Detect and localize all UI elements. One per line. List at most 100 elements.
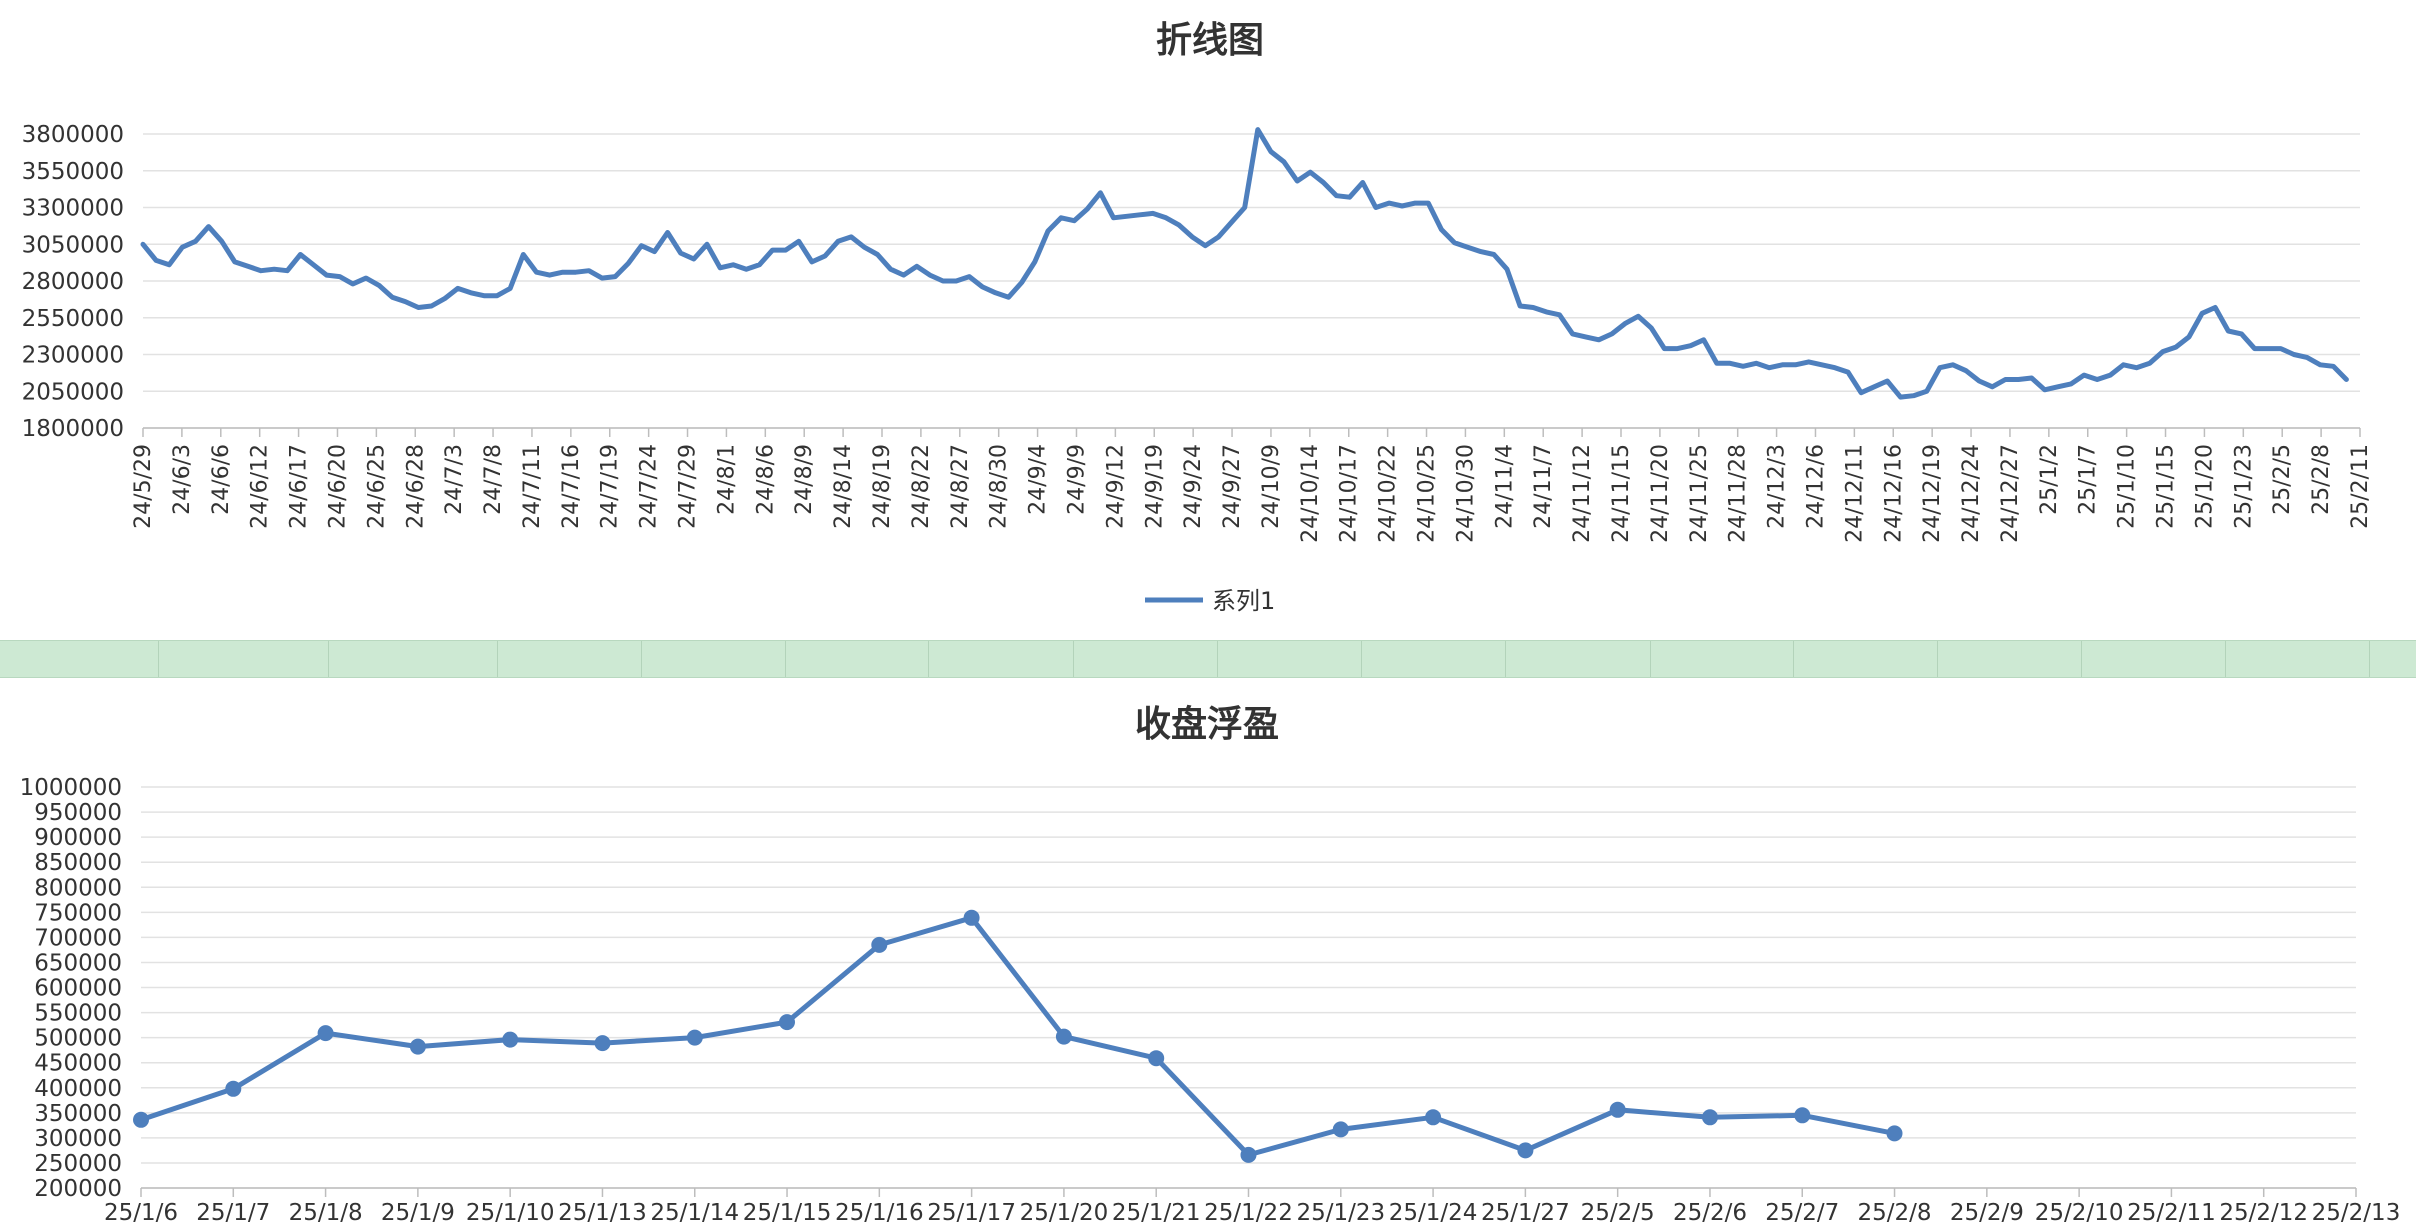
x-tick-label: 24/12/27 xyxy=(1998,444,2023,543)
x-tick-label: 24/9/9 xyxy=(1064,444,1089,515)
y-tick-label: 2550000 xyxy=(22,306,124,332)
y-tick-label: 750000 xyxy=(34,900,122,926)
y-tick-label: 500000 xyxy=(34,1026,122,1052)
y-tick-label: 600000 xyxy=(34,976,122,1002)
data-point-marker xyxy=(1148,1050,1165,1067)
x-tick-label: 24/9/19 xyxy=(1142,444,1167,529)
x-tick-label: 25/1/15 xyxy=(743,1200,832,1226)
x-tick-label: 24/10/22 xyxy=(1376,444,1401,543)
strip-cell-border xyxy=(785,641,786,677)
x-tick-label: 24/11/12 xyxy=(1570,444,1595,543)
x-tick-label: 25/2/13 xyxy=(2312,1200,2401,1226)
y-tick-label: 2050000 xyxy=(22,379,124,405)
x-tick-label: 24/8/6 xyxy=(753,444,778,515)
x-tick-label: 25/1/27 xyxy=(1481,1200,1570,1226)
strip-cell-border xyxy=(1217,641,1218,677)
x-tick-label: 25/2/11 xyxy=(2127,1200,2216,1226)
strip-cell-border xyxy=(2225,641,2226,677)
data-point-marker xyxy=(409,1038,426,1055)
x-tick-label: 24/8/22 xyxy=(909,444,934,529)
x-tick-label: 24/5/29 xyxy=(131,444,156,529)
x-tick-label: 24/11/20 xyxy=(1648,444,1673,543)
data-point-marker xyxy=(1332,1121,1349,1138)
line-chart-bottom: 收盘浮盈 100000095000090000085000080000075000… xyxy=(20,703,2401,1226)
x-tick-label: 25/1/22 xyxy=(1204,1200,1293,1226)
x-tick-label: 25/2/6 xyxy=(1673,1200,1747,1226)
x-tick-label: 25/2/5 xyxy=(2270,444,2295,515)
data-point-marker xyxy=(1517,1142,1534,1159)
data-point-marker xyxy=(686,1029,703,1046)
data-point-marker xyxy=(1794,1107,1811,1124)
x-tick-label: 24/8/27 xyxy=(948,444,973,529)
x-tick-label: 25/1/17 xyxy=(927,1200,1016,1226)
strip-cell-border xyxy=(497,641,498,677)
x-tick-label: 24/8/19 xyxy=(870,444,895,529)
x-tick-label: 24/9/24 xyxy=(1181,444,1206,529)
x-tick-label: 24/7/19 xyxy=(598,444,623,529)
x-tick-label: 24/6/28 xyxy=(403,444,428,529)
x-tick-label: 25/1/23 xyxy=(2231,444,2256,529)
chart-title: 收盘浮盈 xyxy=(1135,703,1279,745)
y-tick-label: 300000 xyxy=(34,1126,122,1152)
x-tick-label: 25/1/14 xyxy=(650,1200,739,1226)
x-tick-label: 25/1/20 xyxy=(2192,444,2217,529)
data-point-marker xyxy=(133,1111,149,1128)
x-tick-label: 24/10/25 xyxy=(1415,444,1440,543)
strip-cell-border xyxy=(328,641,329,677)
data-point-marker xyxy=(1609,1101,1626,1118)
y-tick-label: 550000 xyxy=(34,1001,122,1027)
x-tick-label: 25/1/21 xyxy=(1112,1200,1201,1226)
data-point-marker xyxy=(594,1035,611,1052)
strip-cell-border xyxy=(1937,641,1938,677)
x-tick-label: 25/2/8 xyxy=(2309,444,2334,515)
y-tick-label: 1000000 xyxy=(20,775,122,801)
strip-cell-border xyxy=(2081,641,2082,677)
data-point-marker xyxy=(502,1031,519,1048)
strip-cell-border xyxy=(158,641,159,677)
data-point-marker xyxy=(871,936,888,953)
data-point-marker xyxy=(1425,1109,1442,1126)
x-tick-label: 24/11/4 xyxy=(1492,444,1517,529)
x-tick-label: 25/1/2 xyxy=(2037,444,2062,515)
strip-cell-border xyxy=(1073,641,1074,677)
series-line xyxy=(140,915,1895,1158)
x-tick-label: 25/2/8 xyxy=(1858,1200,1932,1226)
x-tick-label: 25/1/13 xyxy=(558,1200,647,1226)
line-chart-top: 折线图 3800000 3550000 3300000 3050000 2800000 25… xyxy=(22,20,2373,615)
strip-cell-border xyxy=(1650,641,1651,677)
y-tick-label: 950000 xyxy=(34,800,122,826)
x-tick-label: 24/11/15 xyxy=(1609,444,1634,543)
x-tick-label: 24/6/20 xyxy=(325,444,350,529)
y-tick-label: 2300000 xyxy=(22,343,124,369)
x-tick-label: 24/7/11 xyxy=(520,444,545,529)
y-tick-label: 200000 xyxy=(34,1176,122,1202)
x-tick-label: 25/2/9 xyxy=(1950,1200,2024,1226)
x-tick-label: 25/1/8 xyxy=(289,1200,363,1226)
x-tick-label: 25/2/5 xyxy=(1581,1200,1655,1226)
strip-cell-border xyxy=(928,641,929,677)
data-point-marker xyxy=(317,1025,334,1042)
x-tick-label: 25/1/10 xyxy=(466,1200,555,1226)
x-tick-label: 24/11/7 xyxy=(1531,444,1556,529)
x-tick-label: 24/7/3 xyxy=(442,444,467,515)
x-tick-label: 24/7/29 xyxy=(676,444,701,529)
x-tick-label: 24/12/11 xyxy=(1842,444,1867,543)
x-tick-label: 25/1/23 xyxy=(1296,1200,1385,1226)
y-tick-label: 3300000 xyxy=(22,196,124,222)
x-tick-label: 24/6/3 xyxy=(170,444,195,515)
x-tick-label: 24/6/6 xyxy=(209,444,234,515)
x-tick-label: 24/10/17 xyxy=(1337,444,1362,543)
y-tick-label: 2800000 xyxy=(22,269,124,295)
x-tick-label: 25/1/9 xyxy=(381,1200,455,1226)
y-tick-label: 450000 xyxy=(34,1051,122,1077)
x-tick-label: 24/10/30 xyxy=(1453,444,1478,543)
x-tick-label: 24/6/17 xyxy=(287,444,312,529)
data-point-marker xyxy=(1702,1109,1718,1126)
data-point-marker xyxy=(1055,1028,1072,1045)
x-tick-label: 24/6/25 xyxy=(364,444,389,529)
x-tick-label: 24/8/1 xyxy=(714,444,739,515)
y-tick-label: 900000 xyxy=(34,825,122,851)
x-tick-label: 24/12/6 xyxy=(1803,444,1828,529)
strip-cell-border xyxy=(2369,641,2370,677)
x-tick-label: 24/9/4 xyxy=(1026,444,1051,515)
